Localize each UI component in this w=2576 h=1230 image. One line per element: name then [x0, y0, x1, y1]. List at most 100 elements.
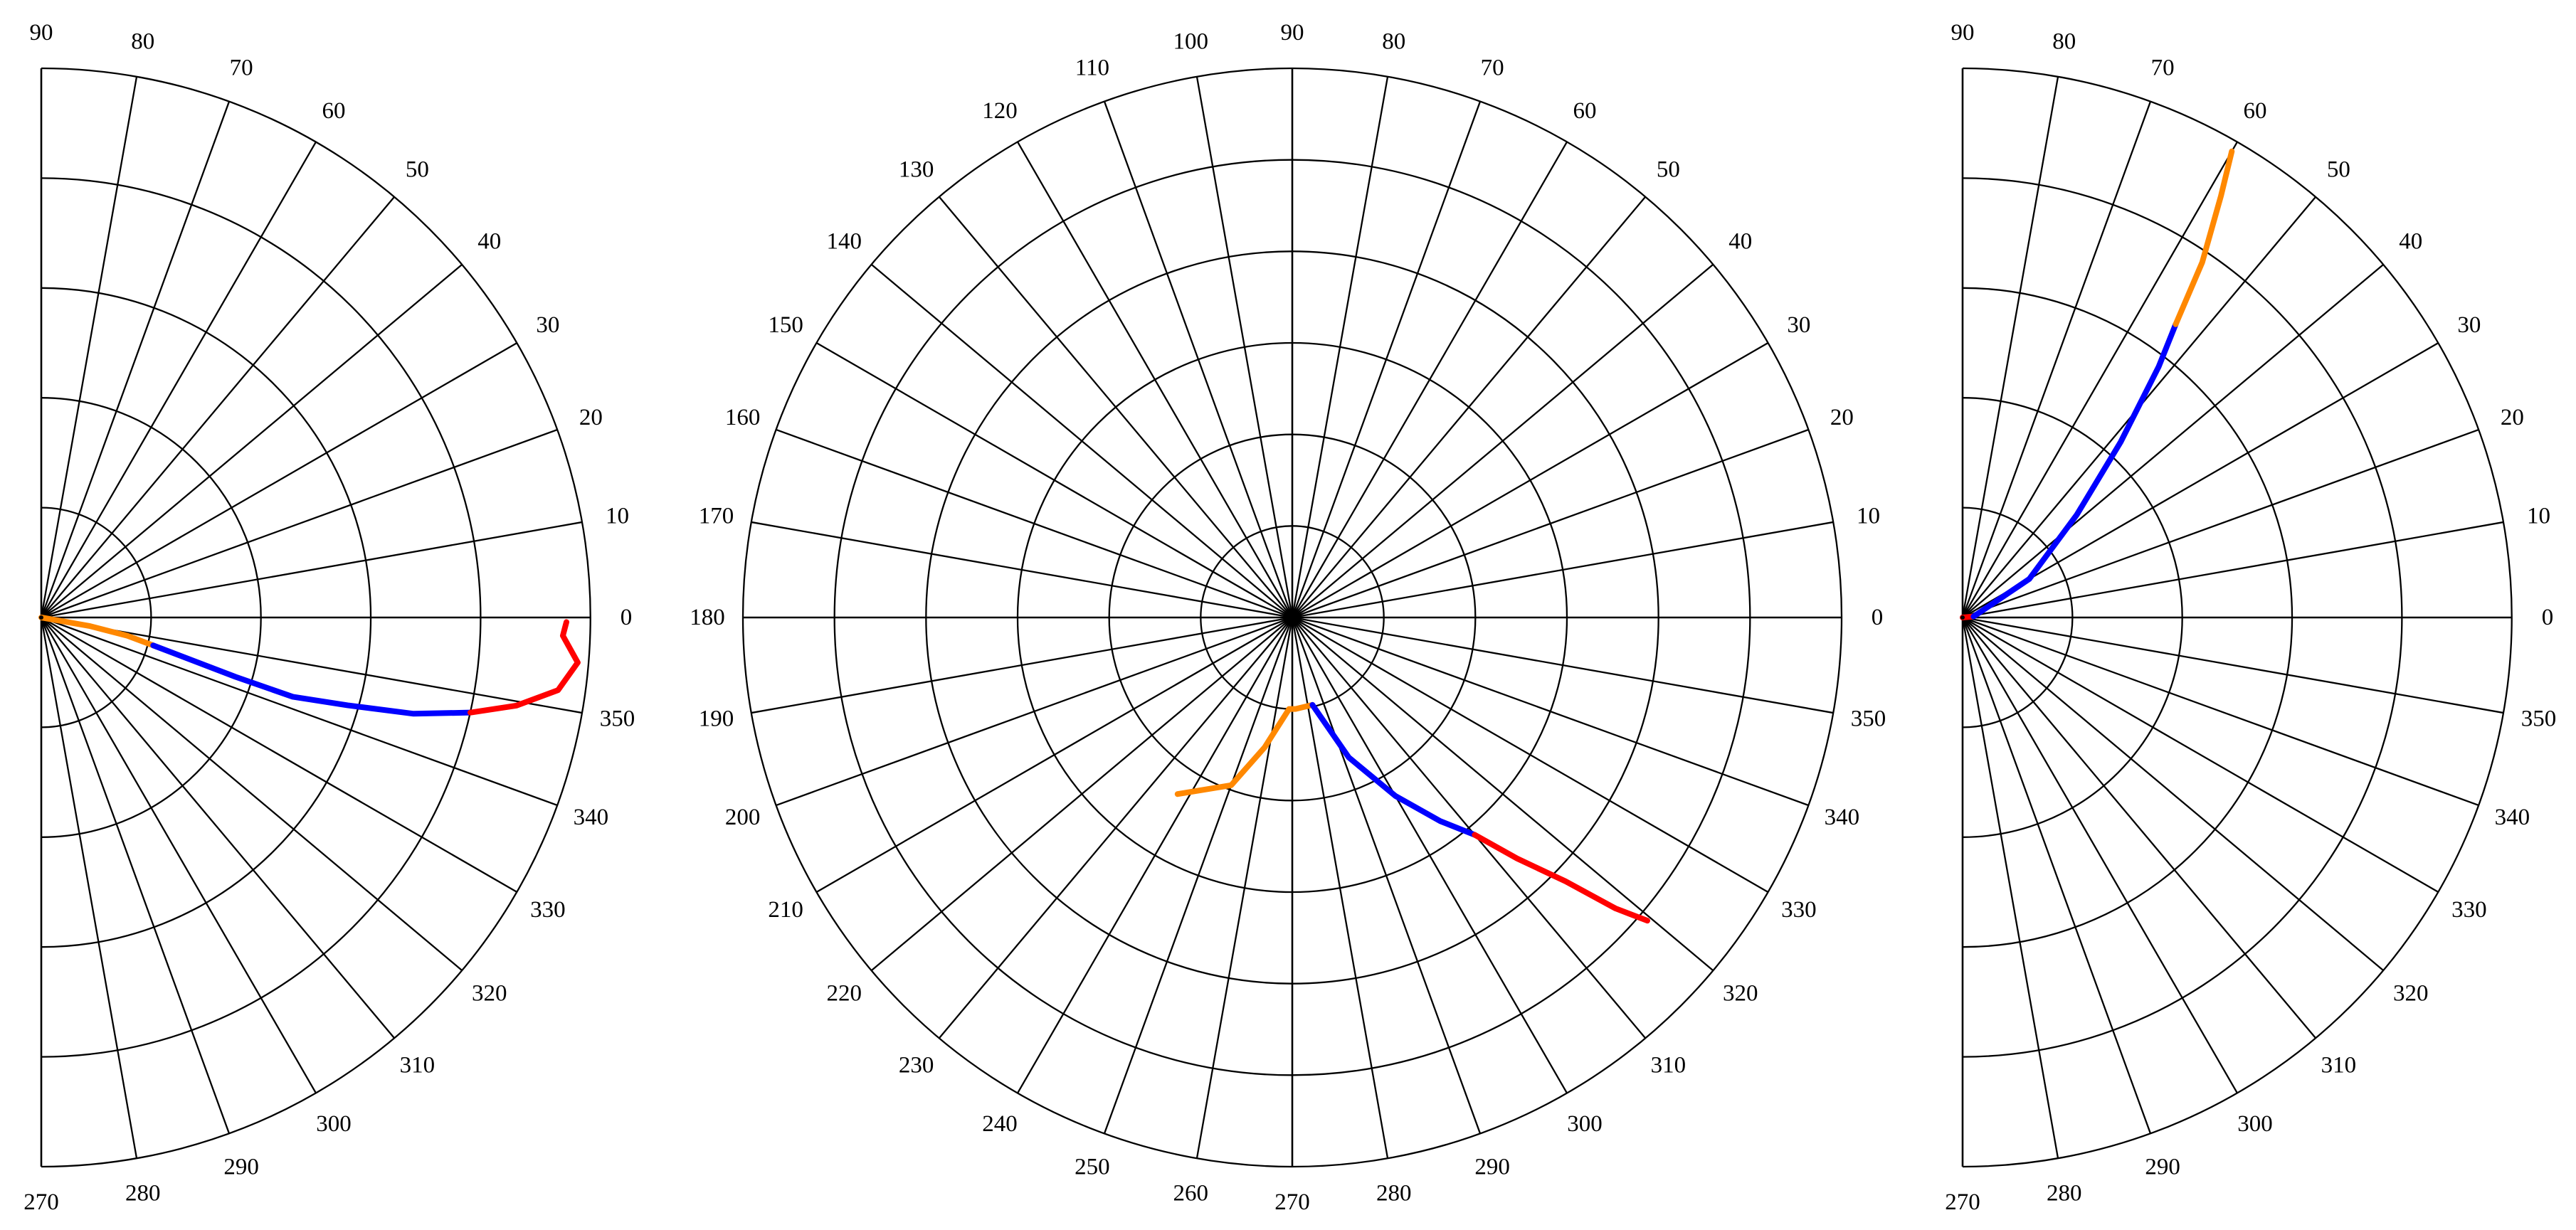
angle-tick-label: 180 — [690, 605, 725, 630]
data-series-line — [153, 645, 470, 714]
angle-tick-label: 160 — [725, 405, 761, 430]
grid-spoke — [41, 102, 229, 617]
angle-tick-label: 190 — [699, 706, 734, 732]
grid-spoke — [41, 617, 137, 1158]
grid-spoke — [1292, 617, 1567, 1093]
angle-tick-label: 290 — [1474, 1154, 1510, 1179]
grid-spoke — [1963, 617, 2479, 805]
angle-tick-label: 320 — [2393, 980, 2429, 1006]
angle-tick-label: 350 — [1851, 706, 1886, 732]
angle-tick-label: 20 — [2501, 405, 2524, 430]
grid-spoke — [41, 522, 582, 617]
angle-tick-label: 340 — [574, 805, 609, 830]
angle-tick-label: 0 — [2542, 605, 2554, 630]
angle-tick-label: 320 — [472, 980, 507, 1006]
grid-spoke — [1292, 102, 1480, 617]
grid-spoke — [1292, 617, 1768, 892]
data-series-line — [2175, 152, 2232, 324]
angle-tick-label: 310 — [2321, 1053, 2357, 1078]
angle-tick-label: 20 — [579, 405, 603, 430]
grid-spoke — [41, 430, 557, 617]
grid-spoke — [1963, 430, 2479, 617]
grid-spoke — [1292, 142, 1567, 617]
grid-spoke — [41, 617, 229, 1133]
grid-spoke — [41, 265, 462, 617]
grid-spoke — [1963, 617, 2503, 713]
angle-tick-label: 50 — [406, 157, 429, 182]
angle-tick-label: 60 — [322, 98, 346, 124]
angle-tick-label: 80 — [1382, 28, 1405, 54]
grid-spoke — [41, 197, 394, 617]
angle-tick-label: 60 — [1573, 98, 1597, 124]
grid-spoke — [1292, 265, 1713, 617]
angle-tick-label: 310 — [1651, 1053, 1686, 1078]
angle-tick-label: 340 — [2495, 805, 2530, 830]
grid-spoke — [1292, 617, 1645, 1038]
grid-spoke — [1963, 343, 2439, 617]
grid-spoke — [1963, 265, 2383, 617]
grid-spoke — [1963, 142, 2237, 617]
angle-tick-label: 60 — [2244, 98, 2267, 124]
data-series-line — [41, 617, 153, 645]
grid-spoke — [1292, 617, 1808, 805]
angle-tick-label: 40 — [477, 229, 501, 255]
angle-tick-label: 280 — [125, 1181, 161, 1207]
grid-spoke — [751, 522, 1292, 617]
grid-spoke — [1963, 77, 2058, 617]
angle-tick-label: 320 — [1723, 980, 1758, 1006]
angle-tick-label: 240 — [982, 1111, 1018, 1137]
grid-spoke — [1292, 343, 1768, 617]
angle-tick-label: 340 — [1825, 805, 1860, 830]
angle-tick-label: 10 — [606, 503, 629, 529]
grid-spoke — [1963, 617, 2150, 1133]
grid-spoke — [1963, 617, 2237, 1093]
angle-tick-label: 50 — [2327, 157, 2350, 182]
grid-spoke — [1104, 617, 1292, 1133]
grid-spoke — [872, 265, 1292, 617]
grid-spoke — [1197, 617, 1292, 1158]
angle-tick-label: 130 — [899, 157, 934, 182]
grid-spoke — [1292, 617, 1713, 970]
grid-spoke — [1292, 617, 1833, 713]
angle-tick-label: 310 — [400, 1053, 436, 1078]
angle-tick-label: 330 — [2451, 897, 2487, 923]
grid-spoke — [1963, 617, 2439, 892]
center-polar-chart: 0 10 20 30 40 50 60 70 80 90 100 110 120 130 140 150 160… — [690, 20, 1886, 1215]
angle-tick-label: 270 — [1945, 1189, 1980, 1215]
angle-tick-label: 170 — [699, 503, 734, 529]
grid-spoke — [41, 617, 517, 892]
angle-tick-label: 0 — [621, 605, 633, 630]
grid-spoke — [1963, 617, 2383, 970]
angle-tick-label: 40 — [2399, 229, 2422, 255]
grid-spoke — [1018, 142, 1292, 617]
angle-tick-label: 120 — [982, 98, 1018, 124]
grid-spoke — [41, 617, 462, 970]
grid-spoke — [939, 197, 1292, 617]
polar-center — [39, 615, 43, 620]
grid-spoke — [1292, 197, 1645, 617]
angle-tick-label: 90 — [1281, 20, 1304, 46]
angle-tick-label: 290 — [2145, 1154, 2180, 1179]
angle-tick-label: 0 — [1872, 605, 1884, 630]
data-series-line — [1312, 705, 1474, 835]
angle-tick-label: 80 — [131, 28, 154, 54]
grid-spoke — [816, 343, 1292, 617]
grid-spoke — [41, 142, 316, 617]
grid-spoke — [41, 343, 517, 617]
angle-tick-label: 110 — [1075, 55, 1109, 81]
angle-tick-label: 330 — [1781, 897, 1817, 923]
angle-tick-label: 20 — [1830, 405, 1854, 430]
angle-tick-label: 220 — [827, 980, 862, 1006]
angle-tick-label: 350 — [2521, 706, 2557, 732]
angle-tick-label: 210 — [768, 897, 803, 923]
grid-spoke — [41, 77, 137, 617]
angle-tick-label: 100 — [1173, 28, 1209, 54]
angle-tick-label: 10 — [1857, 503, 1880, 529]
angle-tick-label: 90 — [30, 20, 53, 46]
data-series-line — [1474, 835, 1647, 921]
angle-tick-label: 280 — [2047, 1181, 2082, 1207]
data-series-line — [470, 622, 578, 712]
right-polar-chart: 270 280 290 300 310 320 330 340 350 0 10 20 30 40 50 60… — [1945, 20, 2556, 1215]
angle-tick-label: 30 — [1787, 312, 1810, 338]
